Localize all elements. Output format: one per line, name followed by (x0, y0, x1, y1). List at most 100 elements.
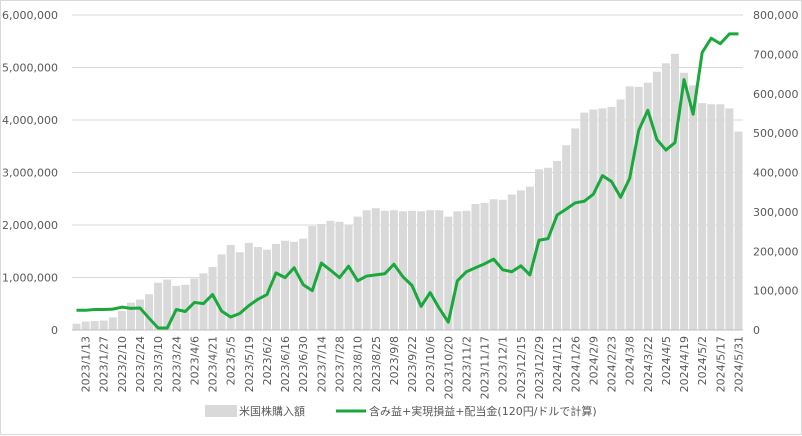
x-axis-tick-label: 2023/4/6 (188, 336, 201, 385)
x-axis-tick-label: 2024/2/23 (606, 336, 619, 392)
left-axis-tick-label: 1,000,000 (2, 272, 58, 285)
bar (626, 86, 634, 330)
bar (707, 104, 715, 330)
bar (662, 63, 670, 330)
bar (580, 113, 588, 330)
bar (653, 72, 661, 330)
x-axis-tick-label: 2023/12/29 (533, 336, 546, 399)
bar (544, 168, 552, 330)
x-axis-tick-label: 2023/6/30 (297, 336, 310, 392)
x-axis-tick-label: 2023/10/20 (442, 336, 455, 399)
bar (571, 128, 579, 330)
x-axis-tick-label: 2023/5/5 (225, 336, 238, 385)
bar (354, 217, 362, 330)
x-axis-tick-label: 2023/3/24 (170, 336, 183, 392)
legend: 米国株購入額 含み益+実現損益+配当金(120円/ドルで計算) (205, 404, 597, 418)
x-axis-tick-label: 2023/5/19 (243, 336, 256, 392)
bar (363, 210, 371, 330)
legend-swatch-purchase-amount (205, 405, 237, 417)
bar (725, 108, 733, 330)
bar (281, 241, 289, 330)
bar (408, 211, 416, 330)
bar (145, 294, 153, 330)
x-axis-tick-label: 2024/5/31 (732, 336, 745, 392)
x-axis-tick-label: 2023/1/13 (80, 336, 93, 392)
bar (236, 252, 244, 330)
x-axis-tick-label: 2023/11/2 (460, 336, 473, 392)
right-axis-tick-label: 800,000 (753, 9, 799, 22)
x-axis-tick-label: 2023/7/28 (333, 336, 346, 392)
bar (100, 321, 108, 330)
right-y-axis: 0 100,000 200,000 300,000 400,000 500,000 600,… (753, 9, 799, 337)
right-axis-tick-label: 700,000 (753, 48, 799, 61)
bar (426, 210, 434, 330)
right-axis-tick-label: 500,000 (753, 127, 799, 140)
x-axis-tick-label: 2023/10/6 (424, 336, 437, 392)
left-axis-tick-label: 5,000,000 (2, 62, 58, 75)
x-axis-tick-label: 2024/1/26 (569, 336, 582, 392)
bar (272, 244, 280, 330)
right-axis-tick-label: 100,000 (753, 285, 799, 298)
legend-label-profit: 含み益+実現損益+配当金(120円/ドルで計算) (369, 404, 597, 418)
bar (326, 221, 334, 330)
x-axis-tick-label: 2024/5/2 (696, 336, 709, 385)
left-y-axis: 01,000,0002,000,0003,000,0004,000,0005,0… (2, 9, 58, 337)
right-axis-tick-label: 0 (753, 324, 760, 337)
bar (345, 224, 353, 330)
x-axis-tick-label: 2023/9/8 (388, 336, 401, 385)
bar (372, 208, 380, 330)
bar (553, 161, 561, 330)
x-axis-tick-label: 2023/4/21 (207, 336, 220, 392)
legend-label-purchase-amount: 米国株購入額 (239, 404, 305, 418)
bar (136, 300, 144, 330)
bar (290, 242, 298, 330)
right-axis-tick-label: 200,000 (753, 245, 799, 258)
x-axis-tick-label: 2023/2/24 (134, 336, 147, 392)
bar (589, 110, 597, 331)
x-axis-tick-label: 2023/12/1 (497, 336, 510, 392)
right-axis-tick-label: 400,000 (753, 167, 799, 180)
bar (608, 107, 616, 330)
bar (716, 104, 724, 330)
x-axis-tick-label: 2023/3/10 (152, 336, 165, 392)
x-axis-tick-label: 2024/2/9 (587, 336, 600, 385)
left-axis-tick-label: 6,000,000 (2, 9, 58, 22)
x-axis-tick-label: 2023/6/2 (261, 336, 274, 385)
bar (453, 211, 461, 330)
bar (109, 317, 117, 330)
bar (689, 85, 697, 330)
x-axis-tick-label: 2023/7/14 (315, 336, 328, 392)
x-axis-tick-label: 2024/5/17 (714, 336, 727, 392)
bar (617, 100, 625, 330)
bar (254, 247, 262, 330)
bar (734, 132, 742, 330)
x-axis-tick-label: 2024/4/5 (660, 336, 673, 385)
x-axis-tick-label: 2023/8/25 (370, 336, 383, 392)
x-axis-tick-label: 2024/1/12 (551, 336, 564, 392)
bar (517, 190, 525, 330)
x-axis-tick-label: 2023/8/10 (352, 336, 365, 392)
bar (417, 211, 425, 330)
bar (698, 103, 706, 330)
x-axis-tick-label: 2024/4/19 (678, 336, 691, 392)
x-axis-tick-label: 2023/6/16 (279, 336, 292, 392)
bar-series-purchase-amount (73, 54, 743, 330)
bar (317, 224, 325, 330)
x-axis-tick-label: 2023/11/17 (479, 336, 492, 399)
right-axis-tick-label: 600,000 (753, 88, 799, 101)
left-axis-tick-label: 0 (51, 324, 58, 337)
x-axis-tick-label: 2024/3/22 (642, 336, 655, 392)
x-axis-tick-label: 2023/12/15 (515, 336, 528, 399)
x-axis-tick-label: 2023/9/22 (406, 336, 419, 392)
right-axis-tick-label: 300,000 (753, 206, 799, 219)
bar (172, 286, 180, 330)
bar (562, 145, 570, 330)
bar (118, 311, 126, 330)
bar (218, 254, 226, 330)
bar (82, 322, 90, 330)
left-axis-tick-label: 4,000,000 (2, 114, 58, 127)
bar (91, 321, 99, 330)
